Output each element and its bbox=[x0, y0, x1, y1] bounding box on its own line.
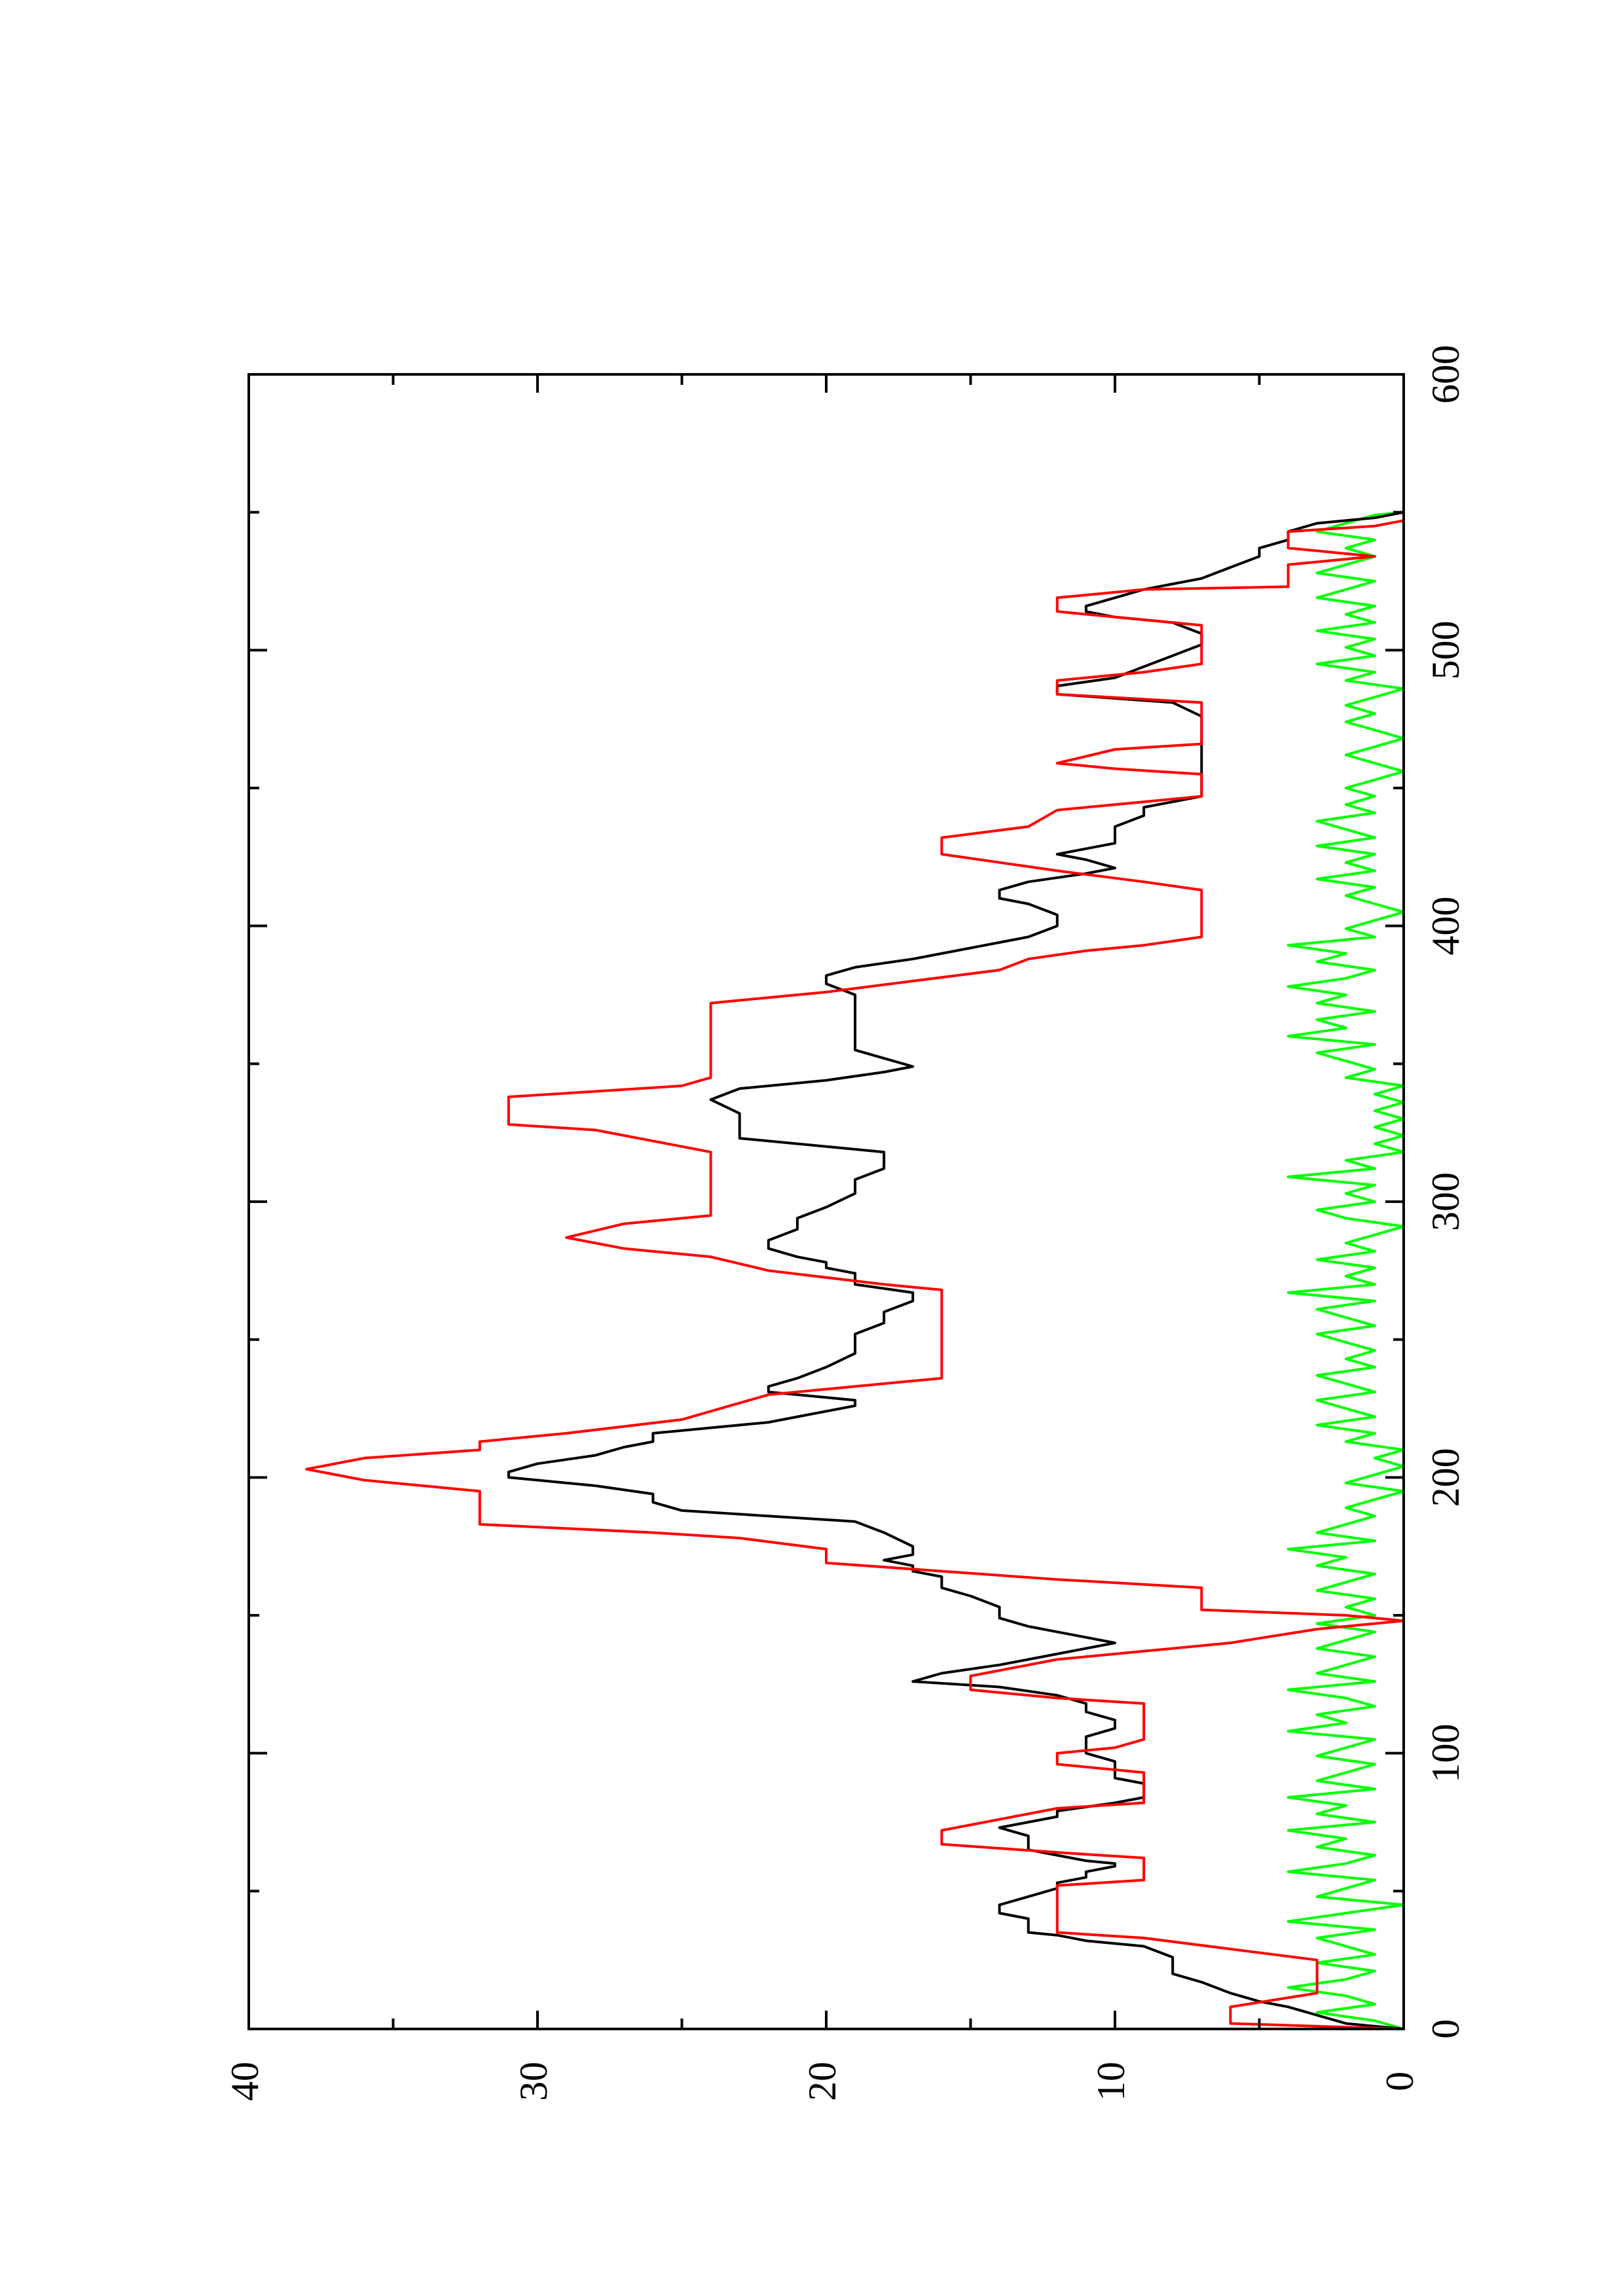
y-tick-label: 30 bbox=[512, 2062, 555, 2101]
green-series-line bbox=[1286, 511, 1405, 2030]
series-layer bbox=[305, 511, 1405, 2030]
x-tick-label: 400 bbox=[1424, 897, 1467, 956]
y-tick-label: 20 bbox=[801, 2062, 844, 2101]
x-tick-label: 300 bbox=[1424, 1172, 1467, 1231]
plot-frame bbox=[247, 373, 1405, 2030]
x-tick-label: 0 bbox=[1424, 2019, 1467, 2039]
x-tick-label: 200 bbox=[1424, 1448, 1467, 1507]
label-layer: 0 100 200 300 400 500 600 0 10 20 30 40 bbox=[223, 345, 1467, 2101]
y-tick-label: 10 bbox=[1089, 2062, 1133, 2101]
y-tick-label: 40 bbox=[223, 2062, 266, 2101]
x-tick-label: 500 bbox=[1424, 620, 1467, 679]
black-series-line bbox=[507, 511, 1405, 2030]
plot-background bbox=[249, 374, 1404, 2029]
x-tick-label: 100 bbox=[1424, 1724, 1467, 1783]
x-tick-label: 600 bbox=[1424, 345, 1467, 404]
y-tick-label: 0 bbox=[1378, 2072, 1421, 2091]
red-series-line bbox=[305, 513, 1405, 2030]
